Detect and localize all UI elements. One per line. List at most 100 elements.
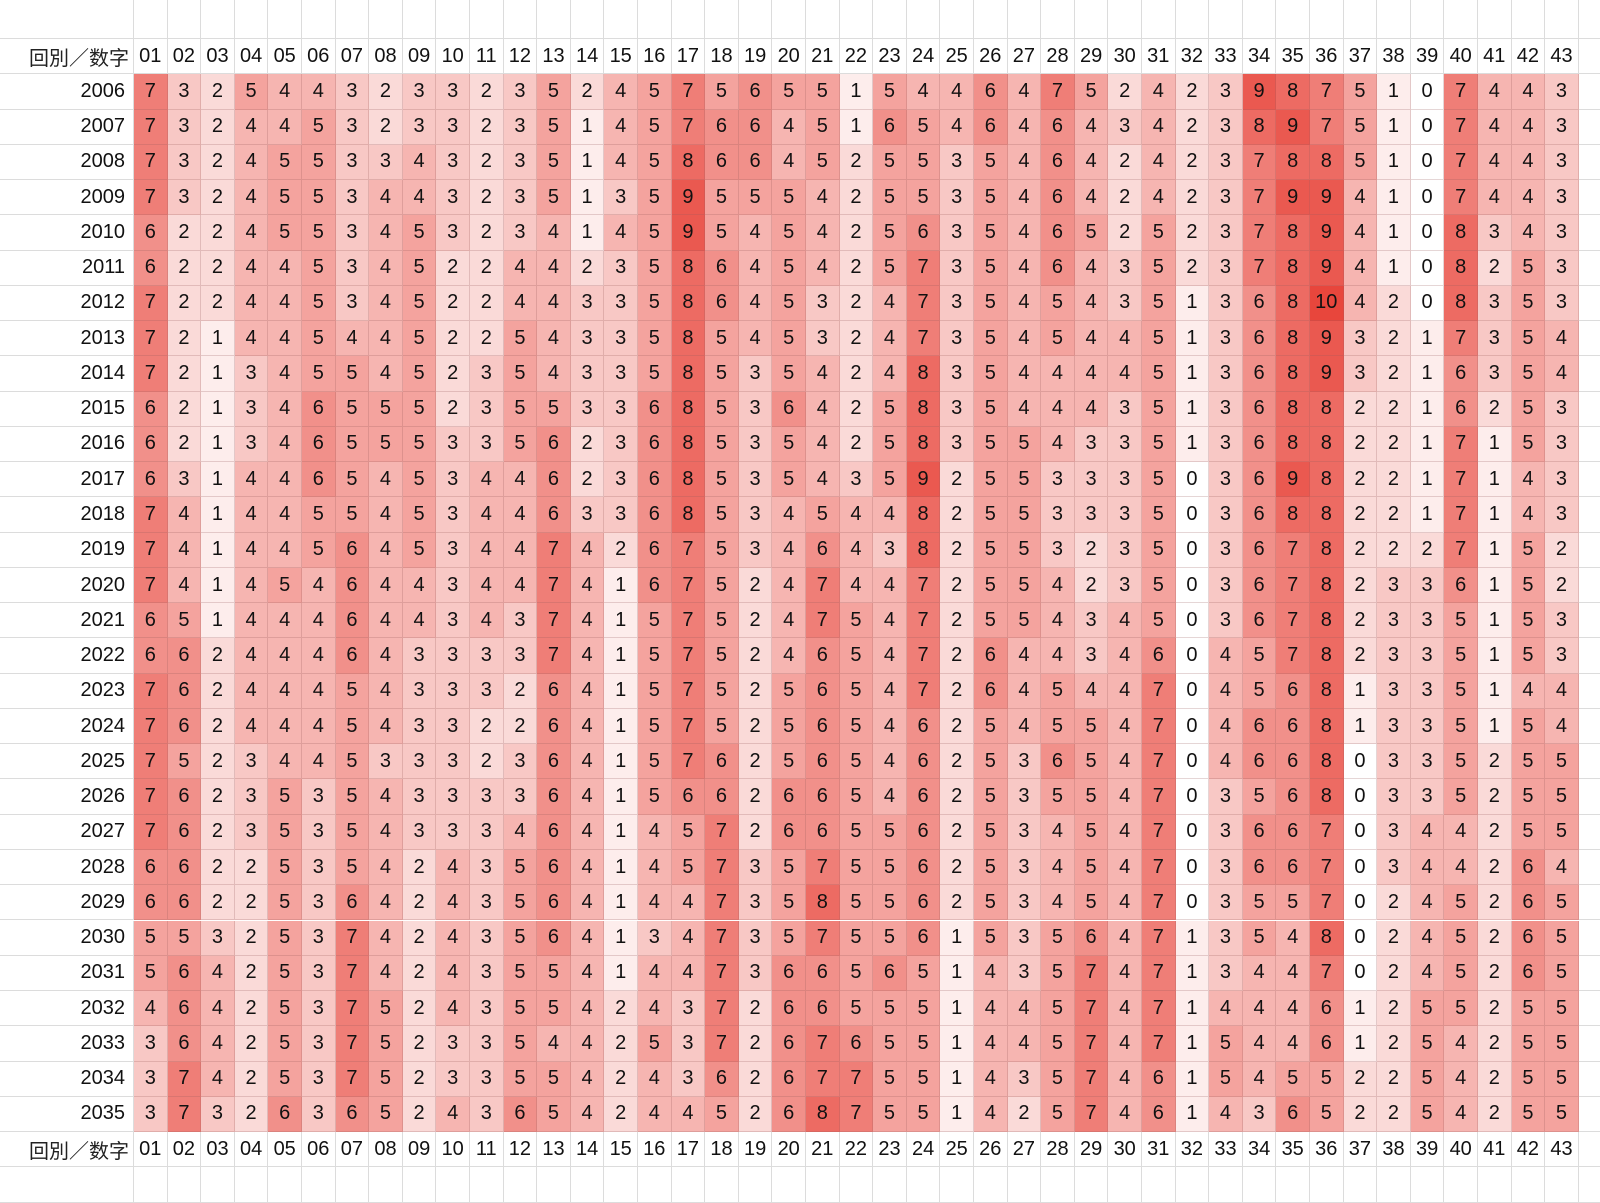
heatmap-cell[interactable]: 2 xyxy=(604,1061,638,1097)
heatmap-cell[interactable]: 4 xyxy=(402,603,437,639)
heatmap-cell[interactable]: 4 xyxy=(1142,74,1176,110)
heatmap-cell[interactable]: 6 xyxy=(806,708,840,745)
heatmap-cell[interactable]: 5 xyxy=(503,1026,538,1062)
heatmap-cell[interactable]: 4 xyxy=(268,321,302,357)
heatmap-cell[interactable]: 3 xyxy=(940,321,974,357)
heatmap-cell[interactable]: 2 xyxy=(1175,250,1210,286)
heatmap-cell[interactable]: 4 xyxy=(671,955,706,991)
heatmap-cell[interactable]: 7 xyxy=(1142,885,1176,921)
heatmap-cell[interactable]: 7 xyxy=(1041,74,1075,110)
heatmap-cell[interactable]: 4 xyxy=(1074,321,1109,357)
heatmap-cell[interactable]: 6 xyxy=(1041,144,1075,181)
heatmap-cell[interactable]: 4 xyxy=(369,462,403,498)
heatmap-cell[interactable]: 5 xyxy=(503,991,538,1027)
heatmap-cell[interactable]: 3 xyxy=(436,567,470,604)
heatmap-cell[interactable]: 6 xyxy=(1444,567,1478,604)
heatmap-cell[interactable]: 3 xyxy=(234,744,269,780)
heatmap-cell[interactable]: 4 xyxy=(1074,285,1109,322)
heatmap-cell[interactable]: 6 xyxy=(638,426,672,463)
heatmap-cell[interactable]: 4 xyxy=(234,321,269,357)
heatmap-cell[interactable]: 7 xyxy=(537,532,571,568)
heatmap-cell[interactable]: 5 xyxy=(1511,285,1546,322)
heatmap-cell[interactable]: 8 xyxy=(1310,638,1344,674)
heatmap-cell[interactable]: 4 xyxy=(1108,814,1142,850)
heatmap-cell[interactable]: 7 xyxy=(1310,955,1344,991)
heatmap-cell[interactable]: 3 xyxy=(234,814,269,850)
empty-cell[interactable] xyxy=(1578,180,1600,216)
heatmap-cell[interactable]: 4 xyxy=(369,779,403,815)
heatmap-cell[interactable]: 5 xyxy=(1410,1096,1445,1133)
empty-cell[interactable] xyxy=(1545,1167,1579,1203)
heatmap-cell[interactable]: 7 xyxy=(134,779,168,815)
heatmap-cell[interactable]: 4 xyxy=(1410,885,1445,921)
heatmap-cell[interactable]: 4 xyxy=(974,1061,1008,1097)
heatmap-cell[interactable]: 1 xyxy=(604,708,638,745)
heatmap-cell[interactable]: 1 xyxy=(1478,567,1512,604)
heatmap-cell[interactable]: 3 xyxy=(604,356,638,392)
empty-cell[interactable] xyxy=(940,1167,974,1203)
heatmap-cell[interactable]: 4 xyxy=(369,955,403,991)
heatmap-cell[interactable]: 4 xyxy=(436,849,470,886)
heatmap-cell[interactable]: 7 xyxy=(1142,708,1176,745)
empty-cell[interactable] xyxy=(1007,0,1042,39)
heatmap-cell[interactable]: 1 xyxy=(1377,74,1411,110)
heatmap-cell[interactable]: 5 xyxy=(638,708,672,745)
heatmap-cell[interactable]: 5 xyxy=(402,462,437,498)
empty-cell[interactable] xyxy=(167,0,202,39)
heatmap-cell[interactable]: 4 xyxy=(1041,426,1075,463)
heatmap-cell[interactable]: 4 xyxy=(806,462,840,498)
heatmap-cell[interactable]: 5 xyxy=(705,638,739,674)
heatmap-cell[interactable]: 1 xyxy=(604,920,638,956)
heatmap-cell[interactable]: 8 xyxy=(1310,920,1344,956)
heatmap-cell[interactable]: 2 xyxy=(436,356,470,392)
heatmap-cell[interactable]: 5 xyxy=(537,1096,571,1133)
heatmap-cell[interactable]: 3 xyxy=(1377,744,1411,780)
empty-cell[interactable] xyxy=(335,0,370,39)
heatmap-cell[interactable]: 4 xyxy=(839,532,874,568)
empty-cell[interactable] xyxy=(705,1167,739,1203)
heatmap-cell[interactable]: 6 xyxy=(335,1096,370,1133)
heatmap-cell[interactable]: 4 xyxy=(369,321,403,357)
heatmap-cell[interactable]: 8 xyxy=(671,144,706,181)
heatmap-cell[interactable]: 5 xyxy=(1343,74,1378,110)
heatmap-cell[interactable]: 4 xyxy=(436,920,470,956)
heatmap-cell[interactable]: 4 xyxy=(1007,250,1042,286)
heatmap-cell[interactable]: 4 xyxy=(436,1096,470,1133)
empty-cell[interactable] xyxy=(873,0,907,39)
heatmap-cell[interactable]: 8 xyxy=(1276,144,1310,181)
heatmap-cell[interactable]: 6 xyxy=(167,708,202,745)
heatmap-cell[interactable]: 5 xyxy=(772,426,806,463)
heatmap-cell[interactable]: 5 xyxy=(1007,462,1042,498)
heatmap-cell[interactable]: 10 xyxy=(1310,285,1344,322)
heatmap-cell[interactable]: 5 xyxy=(638,250,672,286)
heatmap-cell[interactable]: 2 xyxy=(738,1026,773,1062)
heatmap-cell[interactable]: 5 xyxy=(873,991,907,1027)
heatmap-cell[interactable]: 3 xyxy=(1377,603,1411,639)
heatmap-cell[interactable]: 4 xyxy=(1276,991,1310,1027)
heatmap-cell[interactable]: 5 xyxy=(335,426,370,463)
heatmap-cell[interactable]: 7 xyxy=(134,74,168,110)
heatmap-cell[interactable]: 4 xyxy=(873,779,907,815)
empty-cell[interactable] xyxy=(1578,1026,1600,1062)
heatmap-cell[interactable]: 4 xyxy=(1108,885,1142,921)
heatmap-cell[interactable]: 5 xyxy=(1041,285,1075,322)
heatmap-cell[interactable]: 6 xyxy=(974,74,1008,110)
heatmap-cell[interactable]: 3 xyxy=(671,1026,706,1062)
heatmap-cell[interactable]: 4 xyxy=(806,426,840,463)
heatmap-cell[interactable]: 3 xyxy=(503,744,538,780)
heatmap-cell[interactable]: 3 xyxy=(402,779,437,815)
heatmap-cell[interactable]: 3 xyxy=(806,321,840,357)
empty-cell[interactable] xyxy=(1578,744,1600,780)
heatmap-cell[interactable]: 1 xyxy=(1478,638,1512,674)
heatmap-cell[interactable]: 3 xyxy=(570,356,605,392)
heatmap-cell[interactable]: 2 xyxy=(436,250,470,286)
heatmap-cell[interactable]: 7 xyxy=(537,638,571,674)
heatmap-cell[interactable]: 5 xyxy=(369,391,403,427)
heatmap-cell[interactable]: 4 xyxy=(1007,74,1042,110)
heatmap-cell[interactable]: 5 xyxy=(302,321,336,357)
heatmap-cell[interactable]: 4 xyxy=(738,321,773,357)
heatmap-cell[interactable]: 3 xyxy=(1478,285,1512,322)
heatmap-cell[interactable]: 6 xyxy=(1276,673,1310,709)
heatmap-cell[interactable]: 3 xyxy=(302,1096,336,1133)
heatmap-cell[interactable]: 4 xyxy=(470,497,504,533)
